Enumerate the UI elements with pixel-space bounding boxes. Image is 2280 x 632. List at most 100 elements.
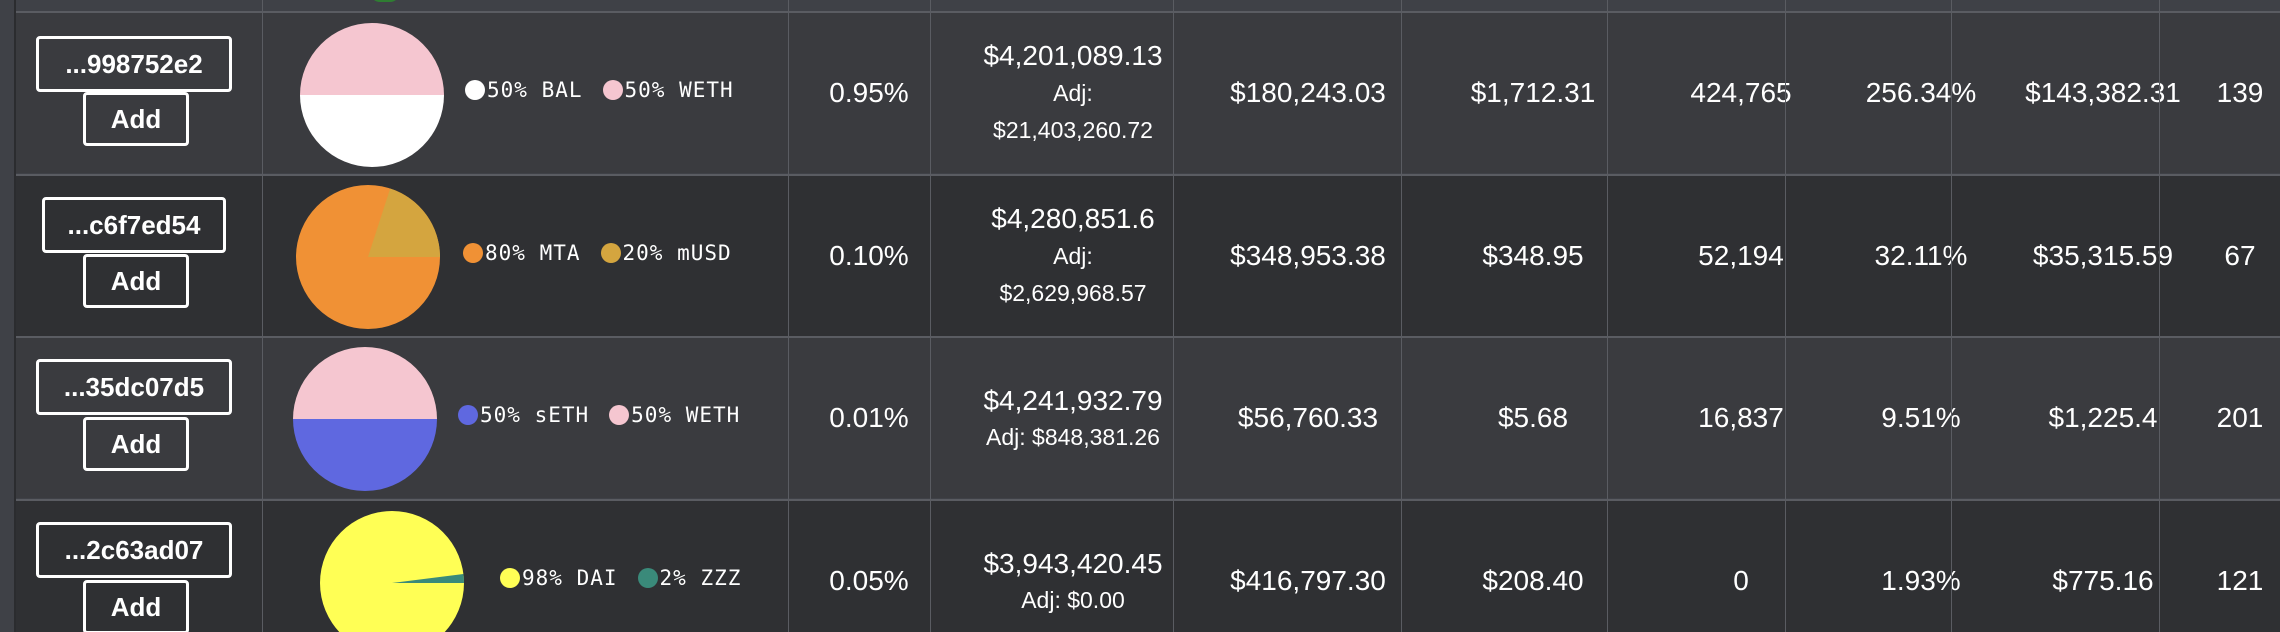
pool-weights-pie-chart bbox=[317, 508, 467, 632]
column-divider bbox=[1173, 0, 1174, 632]
legend-item: 98% DAI bbox=[500, 566, 618, 590]
liquidity-value: $3,943,420.45 bbox=[983, 547, 1163, 579]
legend-item: 50% WETH bbox=[602, 78, 734, 102]
legend-item: 80% MTA bbox=[463, 241, 581, 265]
legend-item: 2% ZZZ bbox=[637, 566, 742, 590]
legend-dot-icon bbox=[637, 568, 658, 588]
table-row: ...c6f7ed54 Add 80% MTA 20% mUSD 0.10% $… bbox=[14, 175, 2280, 336]
pie-slice bbox=[293, 419, 437, 491]
rewards-value: $775.16 bbox=[2052, 564, 2154, 596]
pie-slice bbox=[300, 23, 444, 95]
pool-address-button[interactable]: ...998752e2 bbox=[36, 36, 232, 92]
add-button[interactable]: Add bbox=[83, 580, 189, 632]
liquidity-cell: $4,241,932.79 Adj: $848,381.26 bbox=[950, 337, 1196, 498]
column-divider bbox=[14, 0, 16, 632]
row-divider bbox=[14, 499, 2280, 501]
fees-value: $208.40 bbox=[1482, 564, 1584, 596]
swap-fee: 0.01% bbox=[829, 401, 909, 433]
column-divider bbox=[1785, 0, 1786, 632]
liquidity-value: $4,280,851.6 bbox=[991, 202, 1155, 234]
holders-value: 139 bbox=[2216, 76, 2264, 108]
legend-dot-icon bbox=[463, 243, 483, 263]
column-divider bbox=[1607, 0, 1608, 632]
legend-dot-icon bbox=[609, 405, 630, 425]
row-divider bbox=[14, 11, 2280, 13]
legend-dot-icon bbox=[458, 405, 478, 425]
holders-value: 67 bbox=[2224, 239, 2256, 271]
swap-fee: 0.10% bbox=[829, 239, 909, 271]
legend-dot-icon bbox=[465, 80, 485, 100]
swap-fee: 0.05% bbox=[829, 564, 909, 596]
add-button[interactable]: Add bbox=[83, 417, 189, 471]
pie-chart-partial bbox=[370, 0, 400, 2]
volume-value: $416,797.30 bbox=[1230, 564, 1386, 596]
pie-slice bbox=[368, 188, 440, 257]
column-divider bbox=[788, 0, 789, 632]
tokens-value: 16,837 bbox=[1698, 401, 1784, 433]
pool-address-button[interactable]: ...2c63ad07 bbox=[36, 522, 232, 578]
rewards-value: $1,225.4 bbox=[2048, 401, 2158, 433]
pool-weights-pie-chart bbox=[293, 182, 443, 337]
table-row: ...2c63ad07 Add 98% DAI 2% ZZZ 0.05% $3,… bbox=[14, 500, 2280, 632]
add-button[interactable]: Add bbox=[83, 254, 189, 308]
legend-dot-icon bbox=[602, 80, 623, 100]
pool-weights-pie-chart bbox=[297, 20, 447, 175]
rewards-value: $35,315.59 bbox=[2032, 239, 2174, 271]
volume-value: $56,760.33 bbox=[1237, 401, 1379, 433]
apy-value: 1.93% bbox=[1881, 564, 1961, 596]
adjusted-liquidity-value: Adj: $0.00 bbox=[1021, 586, 1125, 613]
adjusted-liquidity-value: $21,403,260.72 bbox=[993, 116, 1153, 143]
pool-address-button[interactable]: ...35dc07d5 bbox=[36, 359, 232, 415]
column-divider bbox=[930, 0, 931, 632]
adjusted-liquidity-value: Adj: $848,381.26 bbox=[986, 423, 1160, 450]
legend-item: 50% WETH bbox=[609, 403, 740, 427]
liquidity-cell: $3,943,420.45 Adj: $0.00 bbox=[950, 500, 1196, 632]
legend-item: 50% BAL bbox=[465, 78, 583, 102]
legend-dot-icon bbox=[500, 568, 520, 588]
pool-legend: 50% BAL 50% WETH bbox=[465, 78, 754, 102]
apy-value: 256.34% bbox=[1865, 76, 1977, 108]
fees-value: $1,712.31 bbox=[1470, 76, 1596, 108]
rewards-value: $143,382.31 bbox=[2025, 76, 2181, 108]
tokens-value: 52,194 bbox=[1698, 239, 1784, 271]
tokens-value: 424,765 bbox=[1690, 76, 1792, 108]
row-divider bbox=[14, 174, 2280, 176]
liquidity-value: $4,201,089.13 bbox=[983, 39, 1163, 71]
pool-weights-pie-chart bbox=[290, 344, 440, 499]
apy-value: 32.11% bbox=[1874, 239, 1968, 271]
legend-item: 50% sETH bbox=[458, 403, 589, 427]
table-row: ...35dc07d5 Add 50% sETH 50% WETH 0.01% … bbox=[14, 337, 2280, 498]
pie-slice bbox=[300, 95, 444, 167]
add-button[interactable]: Add bbox=[83, 92, 189, 146]
pie-slice bbox=[293, 347, 437, 419]
column-divider bbox=[2159, 0, 2160, 632]
column-divider bbox=[1951, 0, 1952, 632]
fees-value: $5.68 bbox=[1497, 401, 1569, 433]
swap-fee: 0.95% bbox=[829, 76, 909, 108]
liquidity-cell: $4,201,089.13 Adj: $21,403,260.72 bbox=[950, 12, 1196, 173]
tokens-value: 0 bbox=[1733, 564, 1749, 596]
legend-item: 20% mUSD bbox=[600, 241, 732, 265]
table-row: ...998752e2 Add 50% BAL 50% WETH 0.95% $… bbox=[14, 12, 2280, 173]
holders-value: 201 bbox=[2216, 401, 2264, 433]
volume-value: $180,243.03 bbox=[1230, 76, 1386, 108]
pool-legend: 50% sETH 50% WETH bbox=[458, 403, 760, 427]
adjusted-label: Adj: bbox=[1053, 79, 1093, 106]
pool-address-button[interactable]: ...c6f7ed54 bbox=[42, 197, 226, 253]
row-divider bbox=[14, 336, 2280, 338]
legend-dot-icon bbox=[600, 243, 621, 263]
fees-value: $348.95 bbox=[1482, 239, 1584, 271]
pie-slice bbox=[392, 574, 464, 583]
liquidity-cell: $4,280,851.6 Adj: $2,629,968.57 bbox=[950, 175, 1196, 336]
pool-legend: 98% DAI 2% ZZZ bbox=[500, 566, 761, 590]
liquidity-value: $4,241,932.79 bbox=[983, 384, 1163, 416]
pie-slice bbox=[320, 511, 464, 632]
column-divider bbox=[1401, 0, 1402, 632]
column-divider bbox=[262, 0, 263, 632]
adjusted-label: Adj: bbox=[1053, 242, 1093, 269]
apy-value: 9.51% bbox=[1881, 401, 1961, 433]
holders-value: 121 bbox=[2216, 564, 2264, 596]
pool-legend: 80% MTA 20% mUSD bbox=[463, 241, 752, 265]
volume-value: $348,953.38 bbox=[1230, 239, 1386, 271]
